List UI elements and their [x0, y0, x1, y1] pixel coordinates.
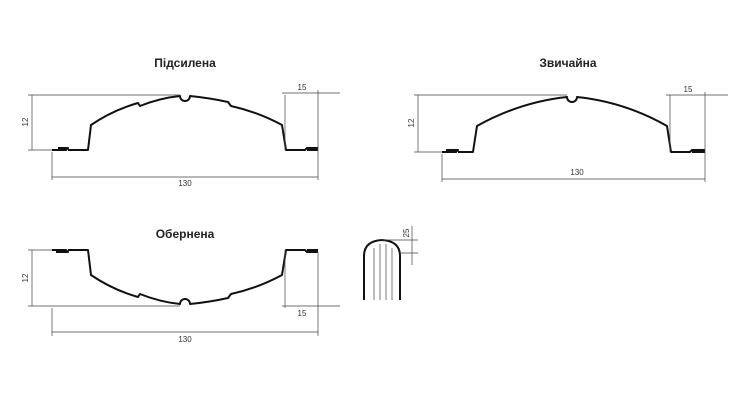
dimension-lines [414, 92, 728, 182]
profile-regular: Звичайна 12 130 15 [407, 56, 728, 182]
side-shape [363, 239, 401, 300]
profile-shape [442, 96, 705, 153]
profile-title: Обернена [156, 227, 215, 241]
dimension-lines [373, 226, 418, 300]
dim-label: 12 [21, 273, 30, 282]
dim-label: 25 [402, 228, 411, 237]
dim-label: 130 [178, 335, 192, 344]
profile-reinforced: Підсилена 12 130 15 [21, 56, 340, 188]
profile-shape [52, 95, 318, 151]
dimension-lines [28, 90, 340, 180]
dim-label: 12 [21, 117, 30, 126]
profile-shape [52, 249, 318, 305]
dim-label: 15 [298, 309, 307, 318]
dim-label: 15 [298, 83, 307, 92]
profile-title: Підсилена [154, 56, 216, 70]
dimension-lines [28, 249, 340, 336]
dim-label: 130 [178, 179, 192, 188]
profile-title: Звичайна [539, 56, 597, 70]
dim-label: 130 [570, 168, 584, 177]
side-view: 25 [363, 226, 418, 300]
profile-inverted: Обернена 12 130 15 [21, 227, 340, 344]
dim-label: 12 [407, 118, 416, 127]
dim-label: 15 [684, 85, 693, 94]
